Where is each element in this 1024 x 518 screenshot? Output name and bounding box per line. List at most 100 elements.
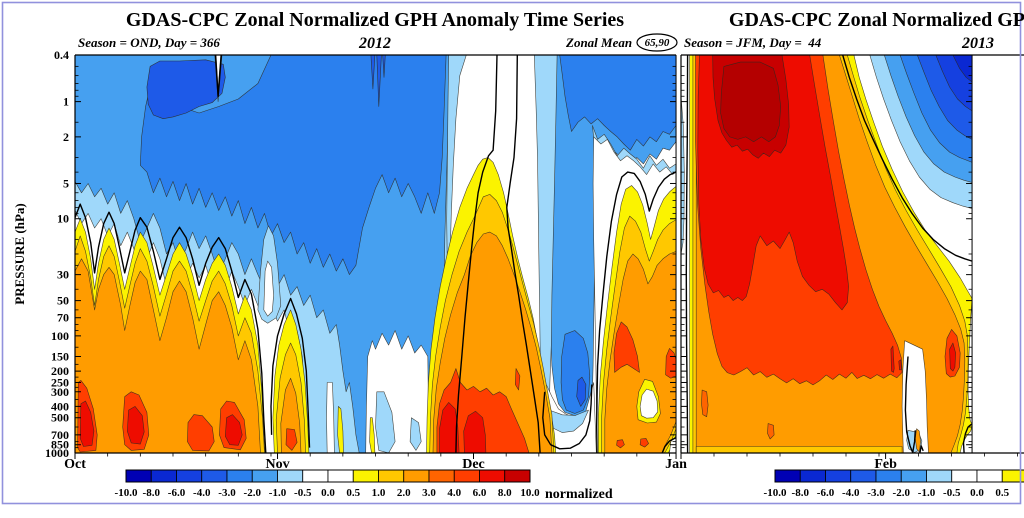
zonal-mean-oval	[636, 33, 678, 52]
right-year-label: 2013	[961, 35, 994, 52]
left-colorbar-frame	[125, 469, 531, 483]
contour-region-plume-white-oval	[639, 388, 658, 419]
contour-region-oct-redorange-core-c	[187, 414, 215, 452]
right-colorbar-tick: -0.5	[943, 487, 961, 499]
right-colorbar-tick: -10.0	[764, 487, 787, 499]
contour-region-lobe-red-sliver-2	[898, 359, 902, 371]
left-year-label: 2012	[358, 35, 391, 52]
left-colorbar-tick: 4.0	[447, 487, 461, 499]
right-month-label-feb: Feb	[874, 457, 897, 472]
zero-contour-zero-jan1	[685, 55, 689, 453]
right-colorbar-tick: -4.0	[842, 487, 860, 499]
y-axis-label: PRESSURE (hPa)	[12, 203, 27, 305]
left-colorbar-tick: -10.0	[115, 487, 138, 499]
zero-contour-zero-bottom-right	[962, 423, 973, 453]
pressure-tick-label: 850	[51, 438, 69, 452]
left-colorbar-segment	[453, 469, 480, 483]
left-colorbar-tick: 2.0	[397, 487, 411, 499]
right-colorbar-tick: -3.0	[867, 487, 885, 499]
left-month-label-jan: Jan	[665, 457, 687, 472]
zonal-mean-value: 65,90	[645, 37, 670, 49]
left-month-label-dec: Dec	[462, 457, 485, 472]
contour-region-feb-white-column	[901, 340, 929, 453]
zero-contour-zero-plume	[596, 171, 677, 453]
pressure-tick-label: 1000	[45, 446, 69, 460]
left-colorbar-segment	[201, 469, 228, 483]
zero-contour-zero-slant	[842, 55, 973, 262]
right-colorbar-segment	[825, 469, 852, 483]
left-colorbar-tick: 0.5	[346, 487, 360, 499]
zero-contour-zero-feb-column	[904, 356, 916, 453]
contour-region-plume-redorange-dot-2	[639, 438, 649, 448]
pressure-tick-label: 200	[51, 364, 69, 378]
contour-region-late-nov-lightblue-patch-1	[375, 391, 396, 453]
zero-contour-zero-oct	[75, 203, 267, 453]
left-colorbar-tick: -2.0	[244, 487, 262, 499]
pressure-tick-label: 400	[51, 399, 69, 413]
left-colorbar-tick: 6.0	[473, 487, 487, 499]
contour-region-dec-red-fleck	[515, 368, 521, 391]
right-contour-field	[681, 55, 973, 453]
right-colorbar-segment	[875, 469, 902, 483]
left-colorbar-segment	[150, 469, 177, 483]
left-colorbar-tick: -6.0	[168, 487, 186, 499]
pressure-tick-label: 700	[51, 428, 69, 442]
right-colorbar-segment	[976, 469, 1003, 483]
contour-region-late-nov-lightblue-patch-2	[409, 417, 422, 451]
left-colorbar-tick: 3.0	[422, 487, 436, 499]
contour-region-mid-nov-white-column	[326, 382, 335, 453]
contour-region-oct-warm-orange	[75, 258, 261, 453]
pressure-tick-label: 10	[57, 212, 69, 226]
pressure-tick-label: 250	[51, 375, 69, 389]
pressure-tick-label: 100	[51, 329, 69, 343]
contour-region-top-deepblue-spike-3	[382, 55, 386, 78]
pressure-tick-label: 500	[51, 411, 69, 425]
right-season-label: Season = JFM, Day = 44	[684, 35, 822, 50]
left-panel-title: GDAS-CPC Zonal Normalized GPH Anomaly Ti…	[126, 9, 624, 31]
left-colorbar-segment	[504, 469, 531, 483]
right-colorbar-tick: -8.0	[792, 487, 810, 499]
pressure-tick-label: 50	[57, 294, 69, 308]
left-month-label-oct: Oct	[64, 457, 86, 472]
contour-region-oct-deepblue-blob	[146, 59, 226, 119]
right-panel-title: GDAS-CPC Zonal Normalized GPH Anomaly Ti…	[729, 9, 1024, 31]
generated-plot-layers: Oct Nov Dec Jan -10.0 -8.0 -6.0 -4.0 -3.0 -2.0 -1.…	[1, 1, 1024, 505]
left-colorbar-segment	[378, 469, 405, 483]
pressure-tick-label: 5	[63, 176, 69, 190]
left-colorbar-tick: -4.0	[193, 487, 211, 499]
window-border	[1, 1, 1022, 505]
left-colorbar-tick: -1.0	[269, 487, 287, 499]
left-colorbar-segment	[302, 469, 329, 483]
right-colorbar-segment	[850, 469, 877, 483]
contour-region-jan-orange-dot-2	[767, 423, 775, 440]
left-colorbar-tick: -0.5	[294, 487, 312, 499]
left-colorbar-tick: -8.0	[143, 487, 161, 499]
pressure-tick-label: 300	[51, 385, 69, 399]
right-colorbar-segment	[799, 469, 826, 483]
contour-region-top-deepblue-spike-2	[376, 55, 382, 107]
right-colorbar-tick: 0.5	[995, 487, 1009, 499]
right-colorbar-segment	[951, 469, 978, 483]
left-colorbar-tick: 8.0	[498, 487, 512, 499]
left-colorbar-segment	[403, 469, 430, 483]
zero-contour-zero-column-left	[455, 55, 498, 453]
contour-region-oct-red-core-b	[127, 406, 145, 445]
contour-region-nov-warm-redorange	[285, 428, 298, 451]
zero-contour-zero-feb-column-b	[919, 445, 924, 453]
left-colorbar-segment	[277, 469, 304, 483]
zero-contour-zero-tropo-u	[542, 384, 593, 450]
left-colorbar-tick: 0.0	[321, 487, 335, 499]
pressure-tick-label: 150	[51, 349, 69, 363]
zonal-mean-label: Zonal Mean	[565, 35, 632, 50]
colorbar-units-label: normalized	[545, 487, 613, 502]
right-colorbar-tick: -2.0	[893, 487, 911, 499]
zero-contour-zero-nov	[270, 297, 311, 448]
right-colorbar-tick: -6.0	[817, 487, 835, 499]
contour-region-dec-red-core-1	[439, 402, 460, 453]
right-colorbar-frame	[774, 469, 1024, 483]
contour-region-ssw-darkred-inner	[720, 61, 781, 142]
pressure-tick-label: 70	[57, 311, 69, 325]
left-colorbar-tick: 1.0	[372, 487, 386, 499]
left-colorbar-segment	[251, 469, 278, 483]
